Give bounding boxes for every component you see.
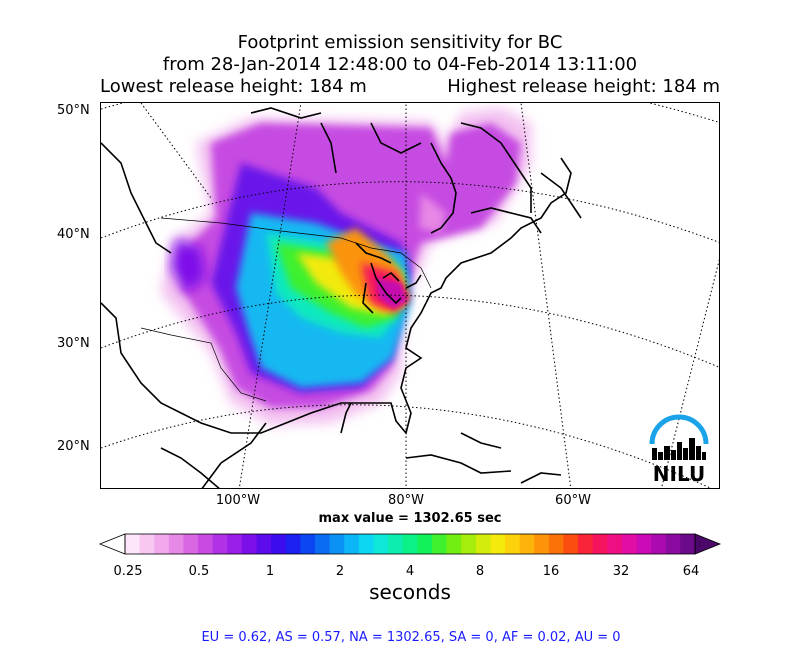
colorbar-cell	[519, 534, 535, 554]
colorbar-tick-label: 8	[475, 564, 485, 579]
plot-title-line2: from 28-Jan-2014 12:48:00 to 04-Feb-2014…	[162, 54, 638, 75]
lat-label-30: 30°N	[57, 336, 90, 351]
country-borders	[140, 217, 432, 402]
colorbar-cell	[505, 534, 521, 554]
lon-label-60w: 60°W	[555, 493, 591, 508]
colorbar-cell	[168, 534, 184, 554]
colorbar-cell	[300, 534, 316, 554]
colorbar-cell	[139, 534, 155, 554]
colorbar-unit-label: seconds	[369, 580, 451, 604]
colorbar-cell	[402, 534, 418, 554]
lat-label-50: 50°N	[57, 103, 90, 118]
colorbar-cell	[563, 534, 579, 554]
colorbar-cell	[417, 534, 433, 554]
colorbar-cell	[680, 534, 696, 554]
colorbar-cell	[154, 534, 170, 554]
lon-label-80w: 80°W	[388, 493, 424, 508]
colorbar-tick-label: 0.25	[113, 564, 143, 579]
colorbar-cell	[183, 534, 199, 554]
colorbar-cell	[431, 534, 448, 554]
colorbar-cell	[607, 534, 623, 554]
colorbar-cell	[285, 534, 301, 554]
colorbar-cell	[241, 534, 258, 554]
colorbar-cell	[665, 534, 681, 554]
lowest-release-height: Lowest release height: 184 m	[100, 76, 367, 97]
colorbar-tick-label: 32	[612, 564, 630, 579]
footprint-map	[101, 103, 719, 488]
colorbar-cell	[461, 534, 477, 554]
lat-label-40: 40°N	[57, 227, 90, 242]
colorbar-cell	[271, 534, 287, 554]
colorbar-under-arrow	[98, 533, 126, 555]
colorbar-cell	[198, 534, 214, 554]
lon-label-100w: 100°W	[215, 493, 261, 508]
sensitivity-field	[161, 108, 531, 425]
colorbar-cell	[256, 534, 272, 554]
colorbar-cell	[212, 534, 228, 554]
colorbar-cell	[636, 534, 652, 554]
colorbar-cell	[490, 534, 506, 554]
colorbar-cell	[329, 534, 345, 554]
colorbar-tick-label: 16	[542, 564, 560, 579]
colorbar-cell	[358, 534, 374, 554]
plot-title-line1: Footprint emission sensitivity for BC	[237, 32, 563, 53]
colorbar-tick-label: 64	[682, 564, 700, 579]
colorbar	[98, 533, 722, 555]
colorbar-cell	[227, 534, 243, 554]
region-totals: EU = 0.62, AS = 0.57, NA = 1302.65, SA =…	[201, 630, 621, 645]
colorbar-cell	[125, 534, 141, 554]
highest-release-height: Highest release height: 184 m	[447, 76, 720, 97]
colorbar-cell	[534, 534, 550, 554]
colorbar-cell	[651, 534, 667, 554]
colorbar-cell	[344, 534, 360, 554]
colorbar-cell	[578, 534, 594, 554]
map-panel	[100, 102, 720, 489]
colorbar-cell	[315, 534, 331, 554]
colorbar-tick-label: 0.5	[188, 564, 210, 579]
colorbar-cell	[621, 534, 638, 554]
colorbar-cell	[446, 534, 462, 554]
colorbar-tick-label: 1	[265, 564, 275, 579]
nilu-logo-text: NILU	[653, 462, 705, 486]
colorbar-over-arrow	[694, 533, 722, 555]
colorbar-cell	[592, 534, 608, 554]
nilu-logo: NILU	[649, 414, 709, 486]
max-value-label: max value = 1302.65 sec	[318, 511, 502, 526]
lat-label-20: 20°N	[57, 439, 90, 454]
colorbar-tick-label: 4	[405, 564, 415, 579]
colorbar-tick-label: 2	[335, 564, 345, 579]
colorbar-cell	[475, 534, 491, 554]
colorbar-cell	[388, 534, 404, 554]
colorbar-cell	[548, 534, 564, 554]
coastlines	[101, 107, 582, 488]
colorbar-cell	[373, 534, 389, 554]
